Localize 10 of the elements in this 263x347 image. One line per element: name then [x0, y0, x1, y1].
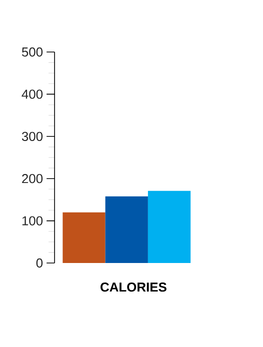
- y-tick-label: 0: [36, 258, 43, 268]
- y-tick-label: 500: [22, 47, 43, 57]
- y-tick-label: 300: [22, 132, 43, 141]
- bar: [148, 190, 191, 263]
- y-tick-label: 100: [22, 216, 43, 226]
- x-axis-title: CALORIES: [100, 282, 166, 292]
- bar: [105, 196, 148, 263]
- y-tick-label: 200: [22, 174, 43, 184]
- y-tick-label: 400: [22, 90, 43, 99]
- bar: [62, 212, 106, 263]
